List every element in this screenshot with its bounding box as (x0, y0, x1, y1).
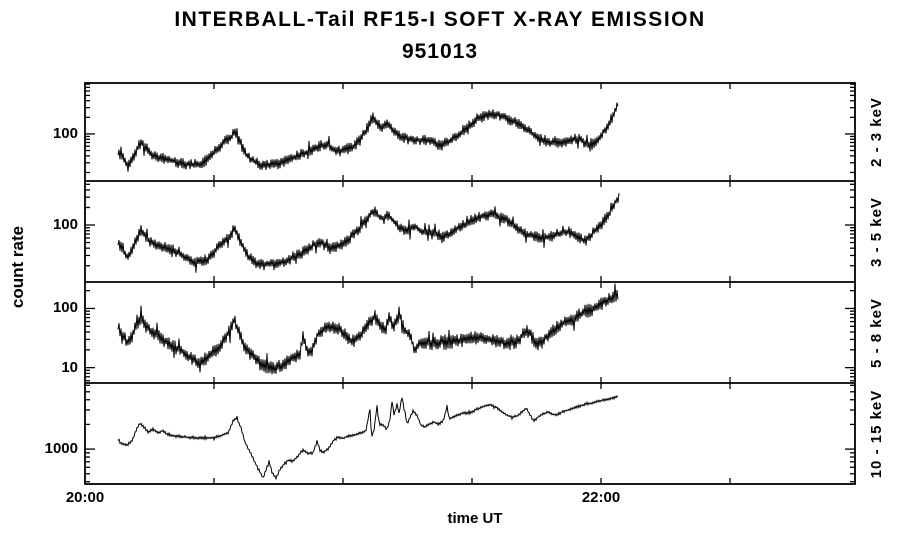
panel-energy-label: 10 - 15 keV (868, 389, 885, 478)
panel-3-ticks (85, 383, 855, 484)
trace-2-3keV (117, 102, 619, 172)
trace-5-8keV (117, 283, 619, 375)
trace-10-15keV (117, 395, 619, 481)
y-tick-label: 10 (61, 358, 78, 376)
x-axis-title: time UT (447, 510, 503, 527)
panel-1-ticks (85, 181, 855, 282)
y-tick-label: 100 (52, 216, 78, 233)
plot-frame (84, 82, 856, 485)
x-tick-label: 22:00 (581, 489, 621, 506)
y-tick-label: 100 (52, 124, 78, 142)
x-tick-label: 20:00 (65, 489, 105, 506)
trace-3-5keV (117, 192, 620, 273)
chart-title: INTERBALL-Tail RF15-I SOFT X-RAY EMISSIO… (174, 8, 706, 31)
y-axis-title: count rate (8, 225, 27, 309)
y-tick-label: 100 (52, 299, 78, 317)
chart-subtitle: 951013 (401, 40, 479, 63)
y-tick-label: 1000 (44, 440, 78, 458)
